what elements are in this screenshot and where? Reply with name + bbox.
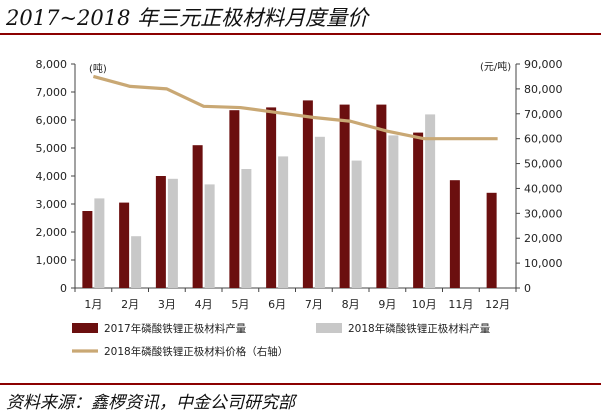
bar-2017 <box>486 192 497 288</box>
left-tick-label: 6,000 <box>36 114 68 127</box>
legend-label-price: 2018年磷酸铁锂正极材料价格（右轴） <box>104 345 288 358</box>
left-tick-label: 8,000 <box>36 58 68 71</box>
x-tick-label: 10月 <box>412 298 437 311</box>
x-tick-label: 6月 <box>268 298 286 311</box>
legend-label-2018: 2018年磷酸铁锂正极材料产量 <box>348 322 491 335</box>
right-tick-label: 50,000 <box>524 158 563 171</box>
x-tick-label: 1月 <box>84 298 102 311</box>
x-tick-label: 8月 <box>342 298 360 311</box>
left-tick-label: 3,000 <box>36 198 68 211</box>
price-line-path <box>92 74 498 141</box>
bar-2018 <box>167 178 178 288</box>
bar-2017 <box>155 176 166 288</box>
bar-2017 <box>449 180 460 288</box>
bars <box>82 100 497 289</box>
chart-title: 2017~2018 年三元正极材料月度量价 <box>6 6 369 30</box>
bar-2017 <box>413 132 424 288</box>
bar-2018 <box>278 156 289 288</box>
right-tick-label: 70,000 <box>524 108 563 121</box>
legend-swatch-2017 <box>72 323 98 333</box>
right-tick-label: 80,000 <box>524 83 563 96</box>
bar-2018 <box>351 160 362 288</box>
left-tick-label: 7,000 <box>36 86 68 99</box>
legend: 2017年磷酸铁锂正极材料产量 2018年磷酸铁锂正极材料产量 2018年磷酸铁锂正… <box>72 322 491 358</box>
bar-2017 <box>119 202 130 288</box>
x-tick-label: 12月 <box>485 298 510 311</box>
x-tick-label: 3月 <box>158 298 176 311</box>
bar-2017 <box>192 145 203 288</box>
source-note: 资料来源：鑫椤资讯，中金公司研究部 <box>6 393 295 413</box>
right-tick-label: 60,000 <box>524 133 563 146</box>
axes: 0 1,000 2,000 3,000 4,000 5,000 6,000 7,000 8,00… <box>36 58 563 295</box>
legend-label-2017: 2017年磷酸铁锂正极材料产量 <box>104 322 247 335</box>
bar-2018 <box>425 114 436 289</box>
bar-2018 <box>204 184 215 288</box>
bar-2018 <box>388 135 399 288</box>
price-line <box>92 74 498 141</box>
legend-swatch-2018 <box>316 323 342 333</box>
chart: 0 1,000 2,000 3,000 4,000 5,000 6,000 7,000 8,00… <box>36 58 563 358</box>
x-tick-label: 4月 <box>195 298 213 311</box>
x-tick-label: 7月 <box>305 298 323 311</box>
right-tick-label: 90,000 <box>524 58 563 71</box>
bar-2017 <box>376 104 387 288</box>
left-tick-label: 2,000 <box>36 226 68 239</box>
x-tick-label: 5月 <box>231 298 249 311</box>
bar-2018 <box>241 169 252 288</box>
right-axis-unit: (元/吨) <box>480 60 511 73</box>
left-tick-label: 5,000 <box>36 142 68 155</box>
bar-2018 <box>94 198 105 288</box>
bar-2017 <box>266 107 277 289</box>
right-tick-label: 20,000 <box>524 232 563 245</box>
right-tick-label: 40,000 <box>524 182 563 195</box>
left-axis-unit: (吨) <box>89 62 107 75</box>
bar-2017 <box>82 211 93 288</box>
right-tick-label: 10,000 <box>524 257 563 270</box>
right-tick-label: 0 <box>524 282 531 295</box>
source-rule <box>0 383 601 385</box>
left-tick-label: 0 <box>60 282 67 295</box>
x-tick-label: 2月 <box>121 298 139 311</box>
bar-2017 <box>302 100 313 289</box>
bar-2018 <box>131 236 142 288</box>
left-tick-label: 1,000 <box>36 254 68 267</box>
left-tick-label: 4,000 <box>36 170 68 183</box>
x-tick-label: 11月 <box>448 298 473 311</box>
right-tick-label: 30,000 <box>524 207 563 220</box>
bar-2018 <box>314 136 325 288</box>
title-underline <box>0 33 601 35</box>
x-tick-label: 9月 <box>378 298 396 311</box>
bar-2017 <box>229 110 240 288</box>
x-tick-labels: 1月 2月 3月 4月 5月 6月 7月 8月 9月 10月 11月 12月 <box>84 298 510 311</box>
bar-2017 <box>339 104 350 288</box>
